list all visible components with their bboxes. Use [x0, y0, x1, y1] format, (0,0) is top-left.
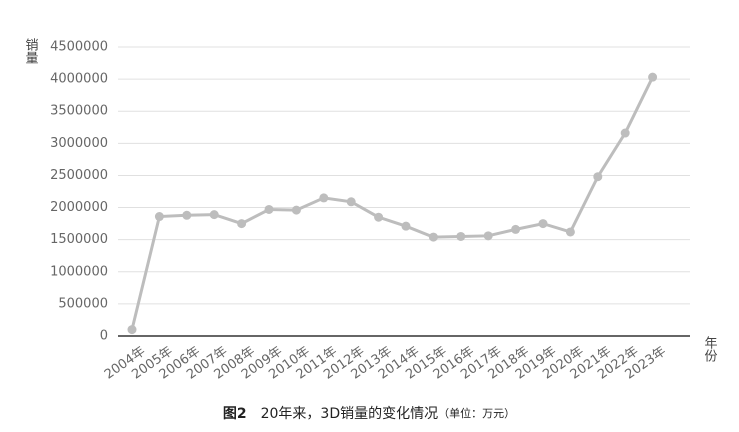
point	[346, 197, 356, 207]
x-axis-label: 年份	[702, 336, 718, 362]
caption-unit: （单位：万元）	[438, 406, 515, 420]
caption-text: 20年来，3D销量的变化情况	[261, 406, 439, 422]
y-tick-label: 1000000	[50, 264, 108, 279]
y-tick-label: 2500000	[50, 168, 108, 183]
y-tick-label: 1500000	[50, 232, 108, 247]
point	[483, 231, 493, 241]
point	[620, 128, 630, 138]
point	[264, 204, 274, 214]
y-tick-label: 0	[100, 329, 108, 344]
point	[648, 72, 658, 82]
point	[237, 219, 247, 229]
point	[456, 231, 466, 241]
point	[538, 219, 548, 229]
y-tick-label: 3000000	[50, 136, 108, 151]
point	[401, 221, 411, 231]
point	[593, 172, 603, 182]
point	[511, 224, 521, 234]
point	[428, 232, 438, 242]
point	[319, 193, 329, 203]
y-axis-label: 销量	[23, 38, 39, 64]
point	[374, 212, 384, 222]
point	[209, 210, 219, 220]
point	[127, 325, 137, 335]
point	[565, 227, 575, 237]
y-tick-label: 3500000	[50, 104, 108, 119]
point	[291, 205, 301, 215]
y-tick-label: 4000000	[50, 72, 108, 87]
caption-figure: 图2	[223, 406, 247, 422]
y-tick-label: 500000	[58, 296, 108, 311]
y-tick-label: 4500000	[50, 40, 108, 55]
caption: 图2 20年来，3D销量的变化情况（单位：万元）	[223, 406, 515, 422]
line	[130, 76, 654, 330]
point	[154, 212, 164, 222]
y-tick-label: 2000000	[50, 200, 108, 215]
point	[182, 210, 192, 220]
